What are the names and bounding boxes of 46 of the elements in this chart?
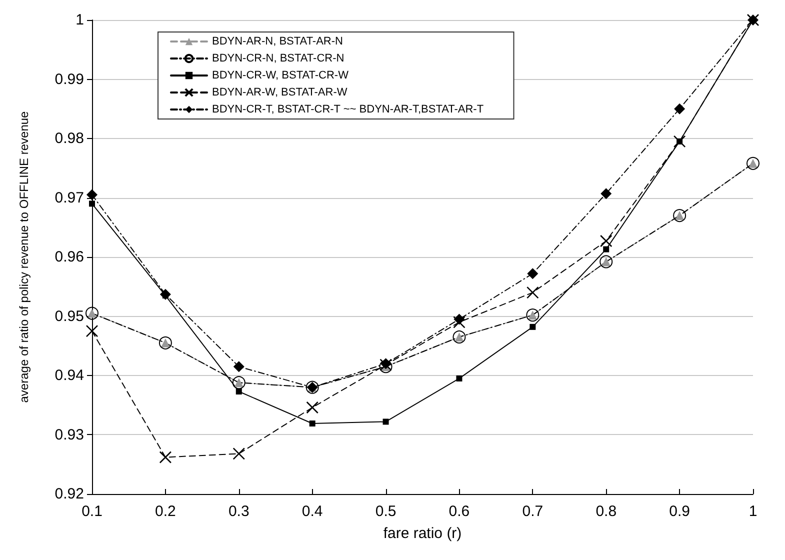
y-tick-label: 0.96 bbox=[54, 248, 84, 266]
y-tick-label: 1 bbox=[76, 12, 84, 28]
point bbox=[86, 324, 98, 338]
x-tick-label: 0.8 bbox=[596, 503, 617, 520]
x-tick-label: 1 bbox=[748, 503, 758, 520]
x-tick-label: 0.1 bbox=[82, 503, 102, 520]
point bbox=[456, 375, 462, 382]
point bbox=[526, 286, 539, 299]
point bbox=[89, 200, 95, 207]
x-tick-label: 0.6 bbox=[448, 503, 470, 520]
point bbox=[306, 401, 318, 414]
y-tick-label: 0.94 bbox=[54, 367, 84, 384]
point bbox=[86, 189, 98, 200]
point bbox=[160, 288, 171, 300]
y-axis-title: average of ratio of policy revenue to OFFLINE revenue bbox=[17, 110, 31, 403]
point bbox=[232, 448, 246, 460]
x-tick-label: 0.9 bbox=[669, 503, 690, 520]
legend-label: BDYN-CR-N, BSTAT-CR-N bbox=[212, 52, 344, 64]
point bbox=[600, 188, 612, 200]
point bbox=[674, 103, 686, 114]
x-tick-label: 0.4 bbox=[302, 503, 323, 520]
point bbox=[530, 324, 536, 330]
x-tick-label: 0.3 bbox=[228, 503, 250, 520]
point bbox=[159, 451, 172, 464]
y-tick-label: 0.99 bbox=[54, 70, 84, 88]
point bbox=[454, 314, 465, 325]
point bbox=[236, 388, 242, 394]
legend-label: BDYN-AR-W, BSTAT-AR-W bbox=[212, 86, 348, 98]
point bbox=[309, 420, 316, 426]
y-tick-label: 0.92 bbox=[54, 486, 84, 502]
point bbox=[382, 418, 389, 425]
legend-label: BDYN-CR-T, BSTAT-CR-T ~~ BDYN-AR-T,BSTAT-AR-T bbox=[212, 104, 484, 116]
point bbox=[233, 361, 244, 372]
y-tick-label: 0.93 bbox=[54, 426, 84, 444]
legend-label: BDYN-AR-N, BSTAT-AR-N bbox=[212, 36, 344, 48]
x-tick-label: 0.2 bbox=[155, 503, 176, 520]
y-tick-label: 0.97 bbox=[54, 189, 84, 206]
y-tick-label: 0.98 bbox=[54, 130, 84, 147]
legend-label: BDYN-CR-W, BSTAT-CR-W bbox=[212, 70, 350, 82]
point bbox=[603, 246, 610, 252]
x-axis-title: fare ratio (r) bbox=[383, 525, 462, 542]
point bbox=[527, 268, 538, 280]
point bbox=[600, 234, 612, 248]
y-tick-label: 0.95 bbox=[54, 308, 84, 325]
x-tick-label: 0.7 bbox=[522, 503, 544, 520]
x-tick-label: 0.5 bbox=[375, 503, 396, 520]
